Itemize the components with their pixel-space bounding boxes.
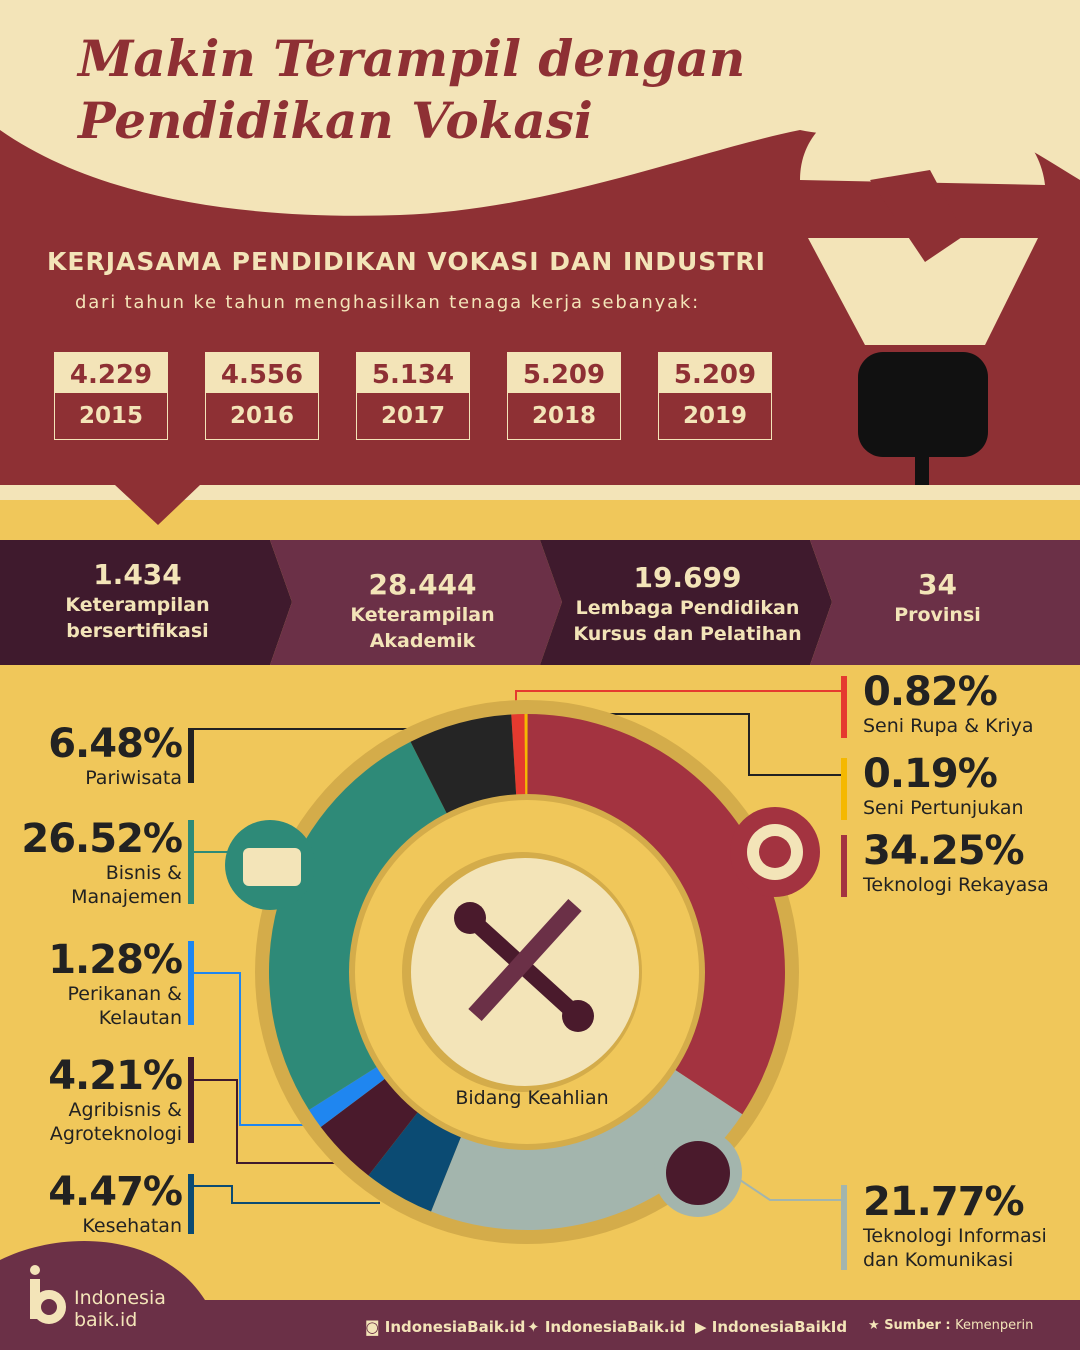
year-label: 2017	[380, 403, 445, 429]
slice-kesehatan	[368, 1110, 462, 1212]
label-kesehatan: 4.47% Kesehatan	[48, 1169, 183, 1237]
slice-pariwisata	[410, 714, 517, 816]
slice-seni-pertunjukan	[524, 714, 528, 798]
year-value: 5.209	[508, 353, 620, 393]
bar-kesehatan	[188, 1174, 194, 1234]
year-label: 2016	[229, 403, 294, 429]
bar-seni-rupa	[841, 676, 847, 738]
star-icon: ★	[868, 1318, 880, 1333]
wrench-pencil-icon	[454, 898, 594, 1032]
lightbulb-handshake-icon	[800, 94, 1045, 485]
stat-academic: 28.444 Keterampilan Akademik	[350, 568, 495, 652]
slice-perikanan-kelautan	[308, 1065, 388, 1127]
year-box-2015: 4.229 2015	[54, 352, 168, 440]
year-value: 4.229	[55, 353, 167, 393]
year-label: 2015	[78, 403, 143, 429]
label-agribisnis: 4.21% Agribisnis & Agroteknologi	[48, 1053, 183, 1145]
year-value: 5.209	[659, 353, 771, 393]
year-box-2019: 5.209 2019	[658, 352, 772, 440]
bar-perikanan	[188, 941, 194, 1025]
year-value: 5.134	[357, 353, 469, 393]
donut-center-label: Bidang Keahlian	[455, 1087, 609, 1109]
circuit-icon	[666, 1141, 730, 1205]
stat-certified: 1.434 Keterampilan bersertifikasi	[65, 558, 210, 642]
twitter-icon: ✦	[527, 1318, 540, 1336]
slice-teknologi-rekayasa	[527, 714, 786, 1115]
label-rekayasa: 34.25% Teknologi Rekayasa	[863, 828, 1049, 896]
label-bisnis: 26.52% Bisnis & Manajemen	[21, 816, 183, 908]
bar-agribisnis	[188, 1057, 194, 1143]
footer-source: ★ Sumber : Kemenperin	[868, 1318, 1034, 1333]
bar-bisnis	[188, 820, 194, 904]
bar-tik	[841, 1185, 847, 1270]
stat-institutions: 19.699 Lembaga Pendidikan Kursus dan Pelat…	[573, 561, 802, 645]
section-subtitle: KERJASAMA PENDIDIKAN VOKASI DAN INDUSTRI	[47, 247, 766, 276]
year-box-2016: 4.556 2016	[205, 352, 319, 440]
section-caption: dari tahun ke tahun menghasilkan tenaga …	[75, 292, 700, 313]
label-pariwisata: 6.48% Pariwisata	[48, 721, 183, 789]
label-seni-pertunjukan: 0.19% Seni Pertunjukan	[863, 751, 1024, 819]
label-perikanan: 1.28% Perikanan & Kelautan	[48, 937, 183, 1029]
stat-provinces: 34 Provinsi	[894, 568, 981, 626]
indonesiabaik-logo	[28, 1265, 68, 1330]
footer-youtube[interactable]: ▶ IndonesiaBaikId	[695, 1318, 848, 1336]
logo-text: Indonesia baik.id	[74, 1287, 166, 1331]
footer-instagram[interactable]: ◙ IndonesiaBaik.id	[365, 1318, 526, 1336]
bar-pariwisata	[188, 728, 194, 783]
slice-agribisnis-agroteknologi	[320, 1077, 420, 1176]
instagram-icon: ◙	[365, 1318, 380, 1336]
label-tik: 21.77% Teknologi Informasi dan Komunikasi	[863, 1179, 1047, 1271]
year-value: 4.556	[206, 353, 318, 393]
bar-rekayasa	[841, 835, 847, 897]
year-box-2018: 5.209 2018	[507, 352, 621, 440]
briefcase-icon	[243, 848, 301, 886]
header-wave	[0, 0, 1080, 216]
pointer-arrow	[115, 485, 200, 525]
page-title: Makin Terampil dengan Pendidikan Vokasi	[78, 29, 746, 150]
year-box-2017: 5.134 2017	[356, 352, 470, 440]
label-seni-rupa: 0.82% Seni Rupa & Kriya	[863, 669, 1034, 737]
year-label: 2018	[531, 403, 596, 429]
bar-seni-pertunjukan	[841, 758, 847, 820]
slice-seni-rupa-kriya	[511, 714, 526, 798]
year-label: 2019	[682, 403, 747, 429]
youtube-icon: ▶	[695, 1318, 707, 1336]
slice-bisnis-manajemen	[269, 741, 449, 1110]
footer-twitter[interactable]: ✦ IndonesiaBaik.id	[527, 1318, 686, 1336]
